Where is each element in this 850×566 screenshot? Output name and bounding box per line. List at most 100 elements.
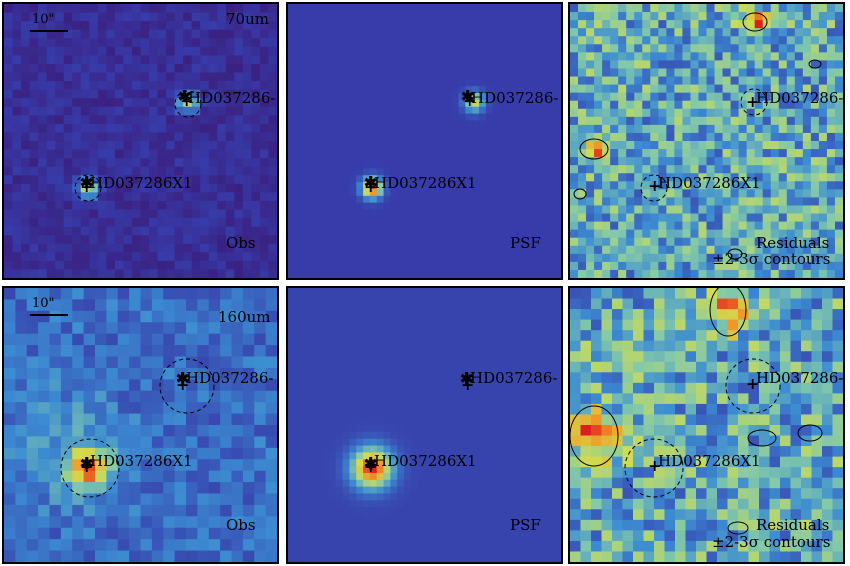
heatmap-pixel bbox=[363, 264, 371, 272]
heatmap-pixel bbox=[149, 200, 159, 210]
heatmap-pixel bbox=[123, 12, 133, 22]
heatmap-pixel bbox=[506, 301, 514, 310]
heatmap-pixel bbox=[183, 183, 193, 193]
heatmap-pixel bbox=[417, 4, 426, 12]
heatmap-pixel bbox=[376, 10, 385, 19]
heatmap-pixel bbox=[328, 17, 337, 26]
heatmap-pixel bbox=[547, 168, 555, 176]
heatmap-pixel bbox=[322, 93, 330, 101]
heatmap-pixel bbox=[301, 65, 309, 73]
heatmap-pixel bbox=[197, 322, 210, 335]
heatmap-pixel bbox=[308, 342, 316, 351]
heatmap-pixel bbox=[335, 236, 344, 245]
heatmap-pixel bbox=[540, 370, 548, 378]
heatmap-pixel bbox=[634, 76, 643, 86]
heatmap-pixel bbox=[730, 141, 740, 150]
heatmap-pixel bbox=[151, 310, 164, 323]
heatmap-pixel bbox=[363, 308, 371, 316]
heatmap-pixel bbox=[21, 200, 31, 210]
heatmap-pixel bbox=[129, 516, 142, 529]
heatmap-pixel bbox=[315, 106, 323, 115]
heatmap-pixel bbox=[526, 383, 535, 392]
heatmap-pixel bbox=[485, 257, 494, 265]
heatmap-pixel bbox=[634, 44, 643, 53]
heatmap-pixel bbox=[438, 236, 446, 245]
heatmap-pixel bbox=[513, 257, 521, 265]
heatmap-pixel bbox=[451, 31, 460, 39]
heatmap-pixel bbox=[390, 127, 398, 135]
heatmap-pixel bbox=[540, 342, 548, 351]
heatmap-pixel bbox=[650, 20, 659, 29]
heatmap-pixel bbox=[349, 51, 357, 60]
heatmap-pixel bbox=[208, 516, 221, 529]
heatmap-pixel bbox=[151, 550, 164, 562]
heatmap-pixel bbox=[786, 28, 796, 37]
heatmap-pixel bbox=[794, 124, 804, 134]
heatmap-pixel bbox=[602, 124, 611, 134]
heatmap-pixel bbox=[114, 141, 124, 151]
heatmap-pixel bbox=[315, 24, 323, 32]
heatmap-pixel bbox=[390, 195, 398, 204]
heatmap-pixel bbox=[234, 209, 244, 219]
heatmap-pixel bbox=[157, 29, 167, 39]
heatmap-pixel bbox=[666, 28, 675, 37]
heatmap-pixel bbox=[465, 264, 473, 272]
heatmap-pixel bbox=[259, 269, 269, 278]
heatmap-pixel bbox=[95, 299, 107, 312]
heatmap-pixel bbox=[458, 342, 466, 351]
heatmap-pixel bbox=[499, 31, 507, 39]
heatmap-pixel bbox=[594, 197, 603, 206]
heatmap-pixel bbox=[479, 271, 487, 278]
heatmap-pixel bbox=[191, 218, 201, 228]
heatmap-pixel bbox=[72, 72, 82, 82]
heatmap-pixel bbox=[234, 4, 244, 14]
heatmap-pixel bbox=[424, 223, 432, 231]
heatmap-pixel bbox=[499, 147, 507, 156]
heatmap-pixel bbox=[376, 195, 385, 204]
heatmap-pixel bbox=[231, 299, 244, 312]
heatmap-pixel bbox=[526, 93, 535, 101]
heatmap-pixel bbox=[506, 120, 514, 128]
heatmap-pixel bbox=[554, 4, 561, 12]
heatmap-pixel bbox=[626, 68, 635, 78]
heatmap-pixel bbox=[363, 335, 371, 344]
heatmap-pixel bbox=[762, 84, 772, 94]
heatmap-pixel bbox=[465, 294, 473, 303]
heatmap-pixel bbox=[301, 335, 309, 344]
heatmap-pixel bbox=[157, 192, 167, 202]
heatmap-pixel bbox=[335, 51, 344, 60]
heatmap-pixel bbox=[208, 243, 218, 253]
heatmap-pixel bbox=[706, 197, 716, 206]
heatmap-pixel bbox=[140, 413, 153, 426]
heatmap-pixel bbox=[131, 183, 141, 193]
heatmap-pixel bbox=[526, 45, 535, 53]
heatmap-pixel bbox=[322, 370, 330, 378]
heatmap-pixel bbox=[335, 342, 344, 351]
heatmap-pixel bbox=[499, 93, 507, 101]
heatmap-pixel bbox=[183, 269, 193, 278]
heatmap-pixel bbox=[424, 113, 432, 121]
heatmap-pixel bbox=[383, 315, 391, 323]
heatmap-pixel bbox=[174, 158, 184, 168]
heatmap-pixel bbox=[114, 158, 124, 168]
heatmap-pixel bbox=[21, 106, 31, 116]
heatmap-pixel bbox=[49, 516, 62, 529]
heatmap-pixel bbox=[458, 329, 466, 337]
heatmap-pixel bbox=[106, 63, 116, 73]
heatmap-pixel bbox=[288, 79, 296, 87]
heatmap-pixel bbox=[288, 188, 296, 197]
heatmap-pixel bbox=[308, 209, 316, 217]
heatmap-pixel bbox=[642, 28, 651, 37]
heatmap-pixel bbox=[174, 21, 184, 31]
heatmap-pixel bbox=[754, 132, 764, 142]
heatmap-pixel bbox=[242, 482, 255, 494]
heatmap-pixel bbox=[328, 24, 337, 32]
heatmap-pixel bbox=[268, 89, 277, 99]
heatmap-pixel bbox=[38, 158, 48, 168]
heatmap-pixel bbox=[80, 123, 90, 133]
heatmap-pixel bbox=[315, 271, 323, 278]
heatmap-pixel bbox=[404, 154, 412, 163]
heatmap-pixel bbox=[29, 29, 39, 39]
heatmap-pixel bbox=[586, 181, 595, 190]
heatmap-pixel bbox=[251, 166, 261, 176]
